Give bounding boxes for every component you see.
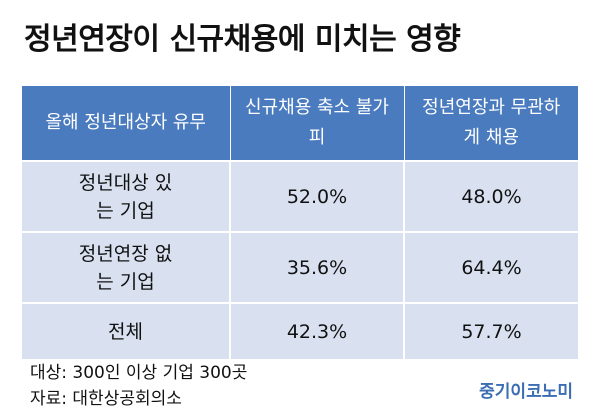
table-row: 정년연장 없는 기업 35.6% 64.4% [22, 231, 578, 303]
data-table: 올해 정년대상자 유무 신규채용 축소 불가피 정년연장과 무관하게 채용 정년… [22, 86, 578, 359]
row-label: 정년대상 있는 기업 [22, 160, 230, 232]
table-row: 전체 42.3% 57.7% [22, 302, 578, 359]
table-row: 정년대상 있는 기업 52.0% 48.0% [22, 160, 578, 232]
publisher-logo: 중기이코노미 [479, 382, 573, 402]
table-cell: 48.0% [403, 160, 578, 232]
table-cell: 52.0% [229, 160, 404, 232]
table-cell: 64.4% [403, 231, 578, 303]
table-cell: 57.7% [403, 302, 578, 359]
table-cell: 35.6% [229, 231, 404, 303]
source-note: 자료: 대한상공회의소 [30, 389, 182, 409]
row-label: 전체 [22, 302, 230, 359]
table-header-row: 올해 정년대상자 유무 신규채용 축소 불가피 정년연장과 무관하게 채용 [22, 86, 578, 161]
footnotes: 대상: 300인 이상 기업 300곳 자료: 대한상공회의소 [30, 360, 247, 412]
header-cell-status: 올해 정년대상자 유무 [22, 86, 230, 161]
header-cell-hiring-reduction: 신규채용 축소 불가피 [229, 86, 404, 161]
page-title: 정년연장이 신규채용에 미치는 영향 [24, 22, 461, 57]
row-label: 정년연장 없는 기업 [22, 231, 230, 303]
table-cell: 42.3% [229, 302, 404, 359]
header-cell-hiring-regardless: 정년연장과 무관하게 채용 [403, 86, 578, 161]
target-note: 대상: 300인 이상 기업 300곳 [30, 363, 248, 383]
